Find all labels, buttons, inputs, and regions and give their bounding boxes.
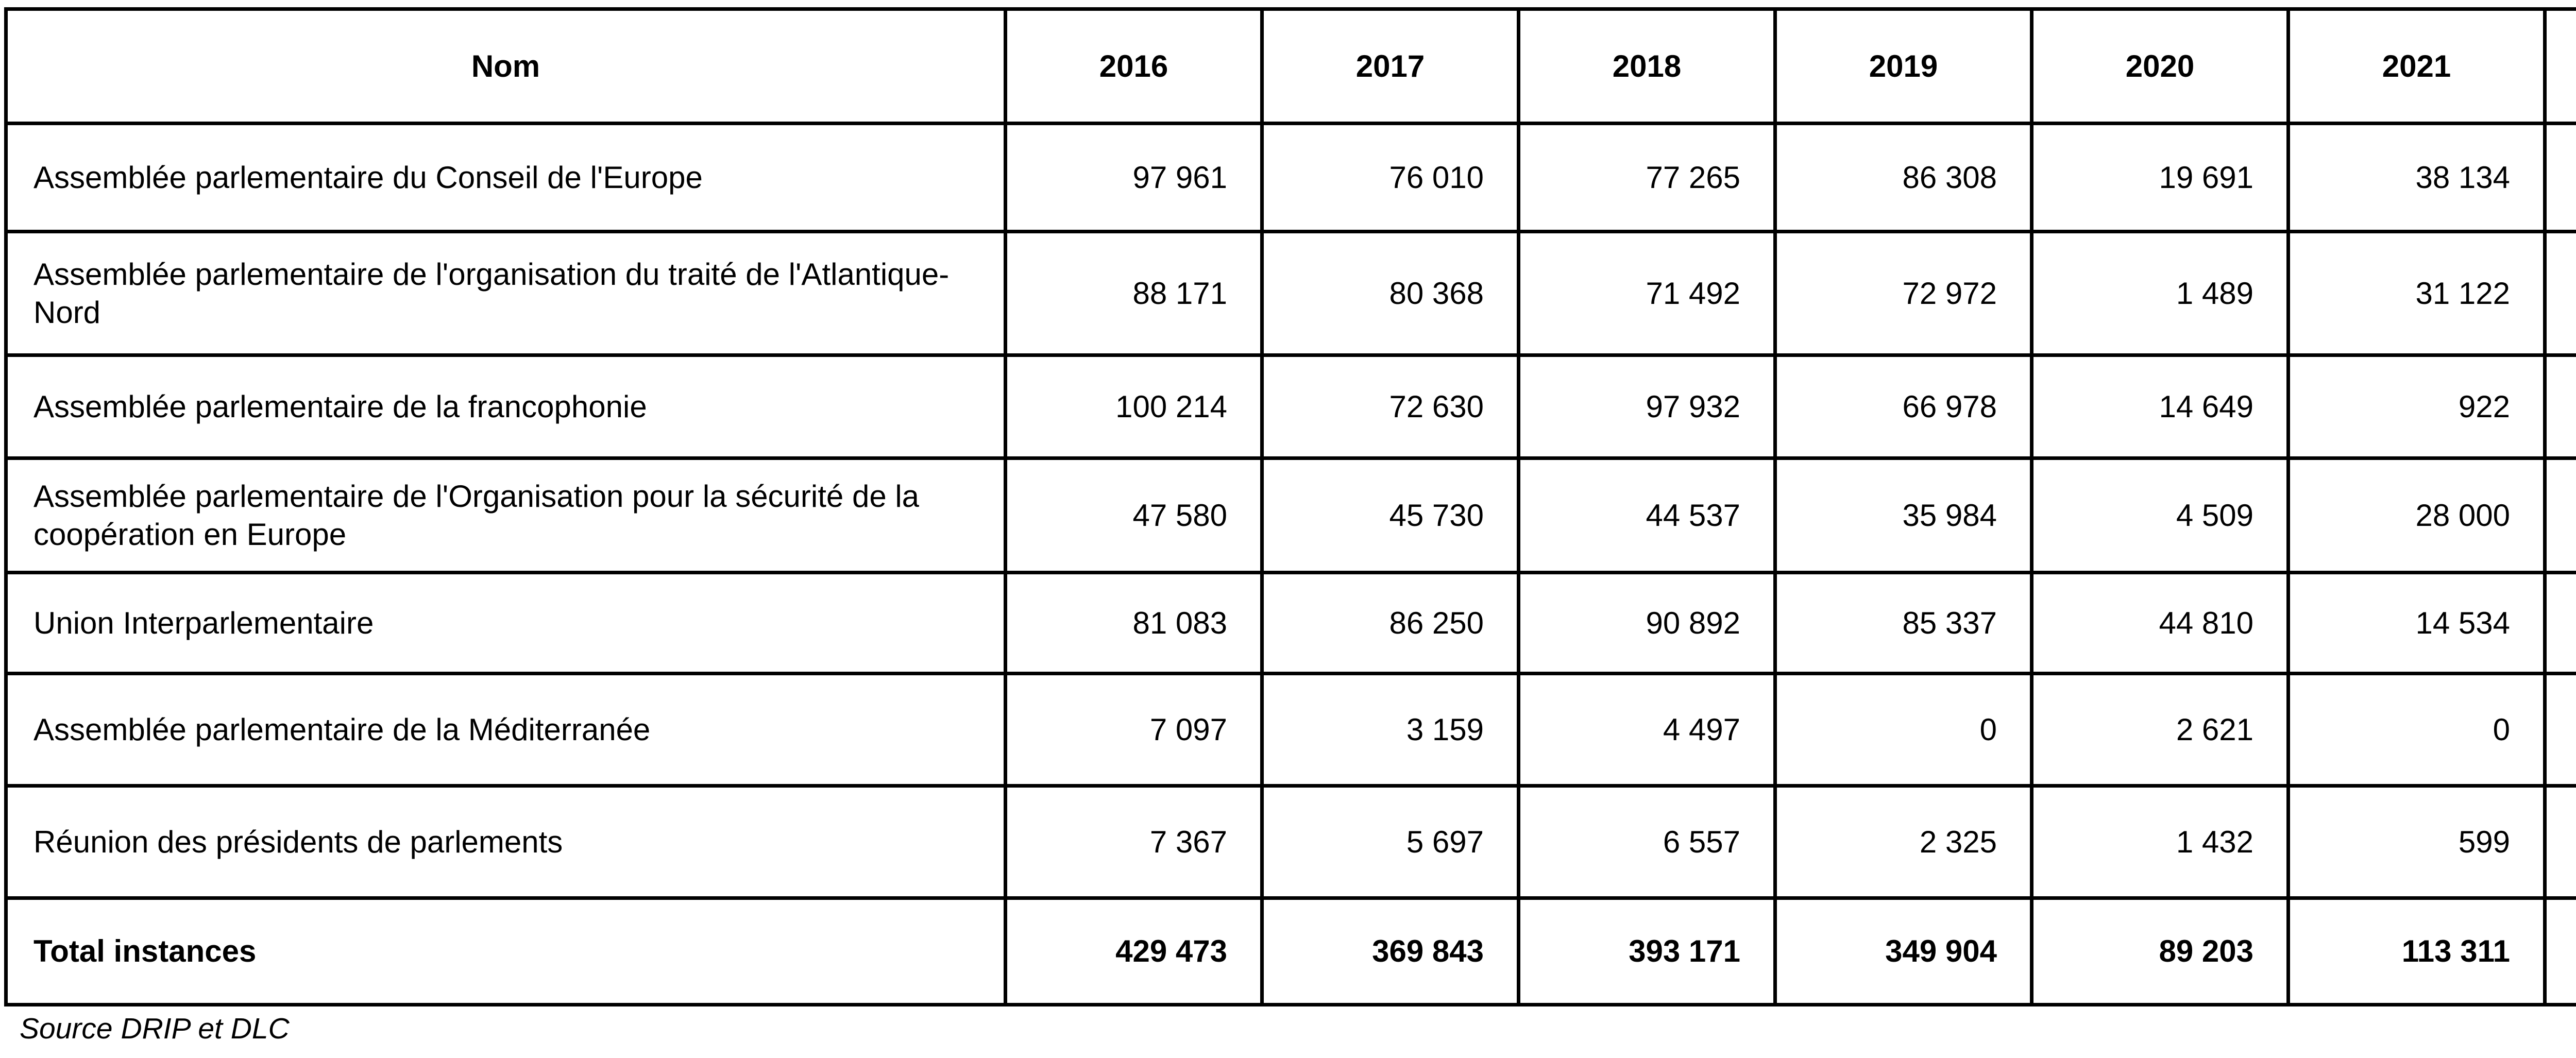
column-header-2020: 2020 [2030, 7, 2290, 125]
year-value-cell: 54 463 [2543, 571, 2576, 675]
year-value-cell: 5 697 [1260, 784, 1520, 900]
year-value-cell: 88 171 [1004, 230, 1264, 357]
year-value-cell: 113 311 [2286, 896, 2547, 1006]
row-name-cell: Réunion des présidents de parlements [4, 784, 1007, 900]
year-value-cell: 28 716 [2543, 456, 2576, 574]
year-value-cell: 76 010 [1260, 122, 1520, 233]
year-value-cell: 1 489 [2030, 230, 2290, 357]
year-value-cell: 2 325 [1773, 784, 2033, 900]
table-row: Assemblée parlementaire de l'Organisatio… [4, 456, 2576, 574]
table-row: Assemblée parlementaire de la francophon… [4, 353, 2576, 460]
year-value-cell: 100 214 [1004, 353, 1264, 460]
year-value-cell: 0 [1773, 672, 2033, 788]
year-value-cell: 66 978 [1773, 353, 2033, 460]
table-row: Réunion des présidents de parlements 7 36… [4, 784, 2576, 900]
column-header-nom: Nom [4, 7, 1007, 125]
total-row: Total instances 429 473 369 843 393 171 349 … [4, 896, 2576, 1006]
year-value-cell: 2 621 [2030, 672, 2290, 788]
year-value-cell: 261 703 [2543, 896, 2576, 1006]
column-header-2021: 2021 [2286, 7, 2547, 125]
year-value-cell: 49 473 [2543, 353, 2576, 460]
year-value-cell: 7 367 [1004, 784, 1264, 900]
year-value-cell: 3 159 [1260, 672, 1520, 788]
year-value-cell: 31 122 [2286, 230, 2547, 357]
year-value-cell: 7 097 [1004, 672, 1264, 788]
year-value-cell: 85 337 [1773, 571, 2033, 675]
year-value-cell: 6 557 [1517, 784, 1777, 900]
year-value-cell: 89 203 [2030, 896, 2290, 1006]
year-value-cell: 393 171 [1517, 896, 1777, 1006]
table-row: Assemblée parlementaire du Conseil de l'… [4, 122, 2576, 233]
year-value-cell: 1 432 [2030, 784, 2290, 900]
year-value-cell: 13 571 [2543, 672, 2576, 788]
year-value-cell: 429 473 [1004, 896, 1264, 1006]
column-header-2019: 2019 [1773, 7, 2033, 125]
table-body: Assemblée parlementaire du Conseil de l'… [4, 122, 2576, 1006]
year-value-cell: 61 165 [2543, 230, 2576, 357]
row-name-cell: Assemblée parlementaire de la francophon… [4, 353, 1007, 460]
table-row: Assemblée parlementaire de la Méditerran… [4, 672, 2576, 788]
year-value-cell: 0 [2286, 672, 2547, 788]
year-value-cell: 2 624 [2543, 784, 2576, 900]
year-value-cell: 51 691 [2543, 122, 2576, 233]
row-name-cell: Assemblée parlementaire de l'Organisatio… [4, 456, 1007, 574]
source-note: Source DRIP et DLC [20, 1012, 290, 1045]
year-value-cell: 19 691 [2030, 122, 2290, 233]
year-value-cell: 369 843 [1260, 896, 1520, 1006]
year-value-cell: 86 250 [1260, 571, 1520, 675]
table-row: Union Interparlementaire 81 083 86 250 90 8… [4, 571, 2576, 675]
year-value-cell: 922 [2286, 353, 2547, 460]
year-value-cell: 35 984 [1773, 456, 2033, 574]
year-value-cell: 38 134 [2286, 122, 2547, 233]
column-header-2022: 2022 [2543, 7, 2576, 125]
year-value-cell: 14 534 [2286, 571, 2547, 675]
row-name-cell: Assemblée parlementaire de l'organisatio… [4, 230, 1007, 357]
row-name-cell: Total instances [4, 896, 1007, 1006]
year-value-cell: 81 083 [1004, 571, 1264, 675]
column-header-2017: 2017 [1260, 7, 1520, 125]
year-value-cell: 44 537 [1517, 456, 1777, 574]
year-value-cell: 86 308 [1773, 122, 2033, 233]
year-value-cell: 599 [2286, 784, 2547, 900]
year-value-cell: 72 972 [1773, 230, 2033, 357]
year-value-cell: 14 649 [2030, 353, 2290, 460]
column-header-2018: 2018 [1517, 7, 1777, 125]
year-value-cell: 28 000 [2286, 456, 2547, 574]
header-row: Nom 2016 2017 2018 2019 2020 2021 2022 V… [4, 7, 2576, 125]
year-value-cell: 71 492 [1517, 230, 1777, 357]
instances-table: Nom 2016 2017 2018 2019 2020 2021 2022 V… [4, 7, 2576, 1006]
year-value-cell: 90 892 [1517, 571, 1777, 675]
year-value-cell: 97 961 [1004, 122, 1264, 233]
row-name-cell: Assemblée parlementaire du Conseil de l'… [4, 122, 1007, 233]
year-value-cell: 80 368 [1260, 230, 1520, 357]
year-value-cell: 72 630 [1260, 353, 1520, 460]
row-name-cell: Union Interparlementaire [4, 571, 1007, 675]
table-row: Assemblée parlementaire de l'organisatio… [4, 230, 2576, 357]
year-value-cell: 44 810 [2030, 571, 2290, 675]
row-name-cell: Assemblée parlementaire de la Méditerran… [4, 672, 1007, 788]
year-value-cell: 97 932 [1517, 353, 1777, 460]
year-value-cell: 77 265 [1517, 122, 1777, 233]
column-header-2016: 2016 [1004, 7, 1264, 125]
year-value-cell: 4 509 [2030, 456, 2290, 574]
year-value-cell: 349 904 [1773, 896, 2033, 1006]
year-value-cell: 47 580 [1004, 456, 1264, 574]
year-value-cell: 4 497 [1517, 672, 1777, 788]
year-value-cell: 45 730 [1260, 456, 1520, 574]
